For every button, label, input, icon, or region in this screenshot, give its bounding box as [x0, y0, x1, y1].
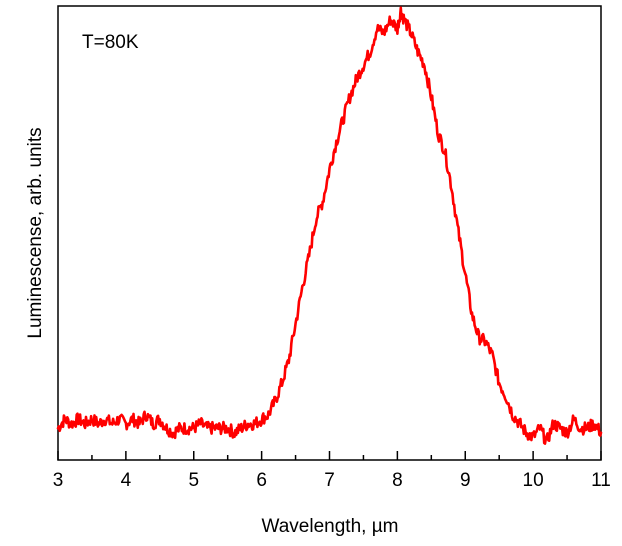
x-tick-label: 6 [256, 470, 267, 491]
luminescence-series-line [56, 6, 603, 445]
x-tick-label: 8 [392, 470, 403, 491]
x-tick-label: 3 [53, 470, 64, 491]
x-axis-ticks [57, 451, 602, 460]
y-axis-title: Luminescense, arb. units [25, 127, 46, 338]
plot-frame [57, 5, 602, 461]
x-tick-label: 9 [460, 470, 471, 491]
x-tick-label: 4 [121, 470, 132, 491]
x-tick-label: 10 [523, 470, 544, 491]
x-axis-tick-labels: 3 4 5 6 7 8 9 10 11 [53, 470, 611, 491]
x-tick-label: 11 [591, 470, 611, 491]
x-tick-label: 5 [188, 470, 199, 491]
x-axis-title: Wavelength, µm [262, 516, 399, 537]
x-tick-label: 7 [324, 470, 335, 491]
temperature-annotation: T=80K [82, 32, 139, 53]
